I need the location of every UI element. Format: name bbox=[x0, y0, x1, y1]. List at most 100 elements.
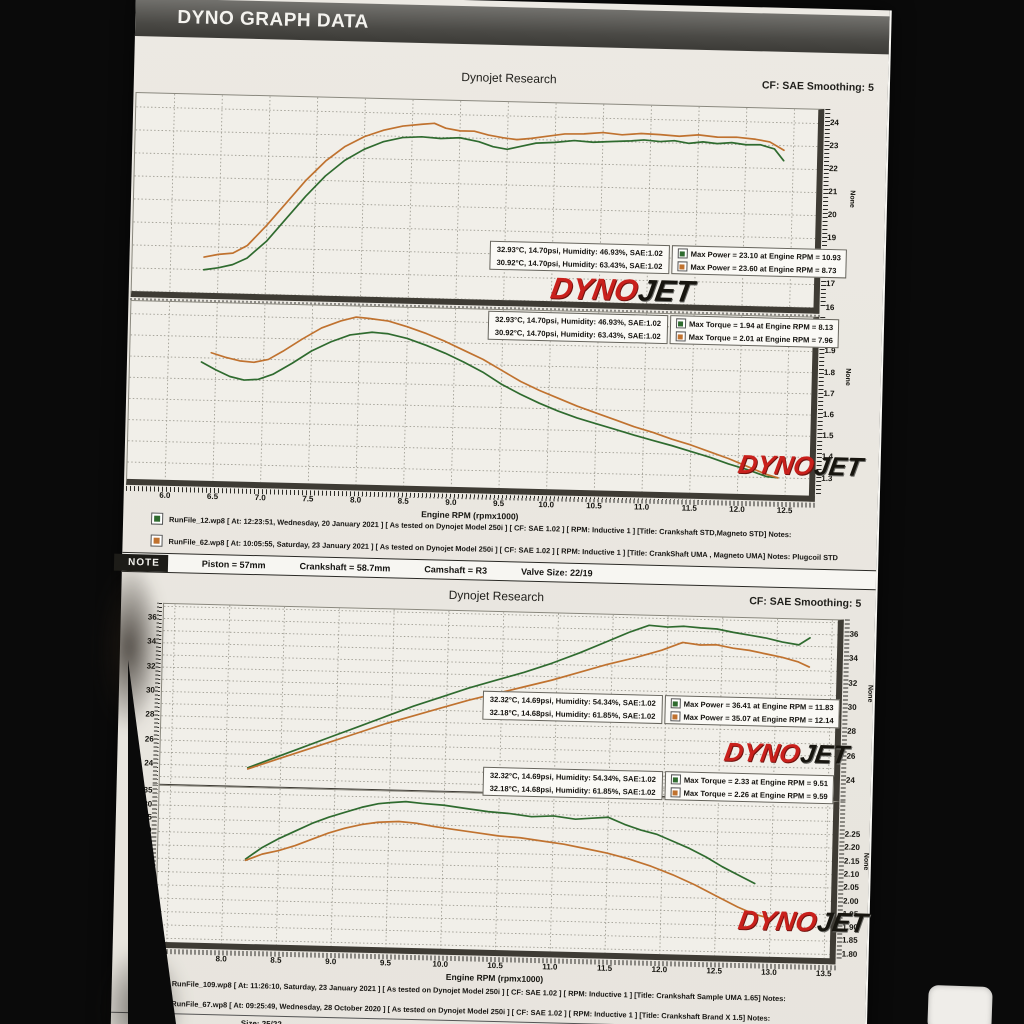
axis-tick: 13.0 bbox=[761, 967, 777, 977]
torque-chart-run1: None 32.93°C, 14.70psi, Humidity: 46.93%… bbox=[125, 299, 880, 550]
series-swatch-icon bbox=[670, 711, 681, 722]
conditions-box: 32.93°C, 14.70psi, Humidity: 46.93%, SAE… bbox=[487, 310, 669, 345]
condition-row: 32.93°C, 14.70psi, Humidity: 46.93%, SAE… bbox=[495, 314, 662, 328]
conditions-box: 32.32°C, 14.69psi, Humidity: 54.34%, SAE… bbox=[482, 690, 663, 725]
series-swatch-icon bbox=[677, 261, 688, 272]
axis-tick: 8.0 bbox=[215, 954, 227, 964]
axis-tick: 2.20 bbox=[844, 842, 860, 853]
axis-tick: 1.7 bbox=[823, 388, 835, 398]
axis-tick: 28 bbox=[847, 726, 857, 737]
axis-tick: 10.5 bbox=[586, 501, 602, 511]
axis-tick: 9.0 bbox=[325, 956, 337, 967]
axis-tick: 6.5 bbox=[206, 491, 219, 502]
axis-tick: 24 bbox=[829, 118, 840, 128]
axis-tick: 11.5 bbox=[681, 503, 697, 513]
axis-tick: 9.5 bbox=[492, 498, 505, 509]
dynojet-logo: DYNOJET bbox=[548, 272, 697, 309]
dynojet-logo: DYNOJET bbox=[736, 448, 866, 482]
axis-tick: 7.0 bbox=[254, 493, 266, 503]
power-chart-run1: None 32.93°C, 14.70psi, Humidity: 46.93%… bbox=[130, 92, 885, 322]
series-swatch-icon bbox=[670, 787, 681, 798]
dynojet-logo: DYNOJET bbox=[736, 905, 871, 939]
condition-row: 32.32°C, 14.69psi, Humidity: 54.34%, SAE… bbox=[489, 770, 657, 784]
axis-tick: 10.0 bbox=[538, 499, 555, 510]
series-swatch-icon bbox=[675, 331, 686, 342]
condition-row: 30.92°C, 14.70psi, Humidity: 63.43%, SAE… bbox=[494, 327, 661, 341]
axis-tick: 1.6 bbox=[822, 409, 835, 420]
axis-tick: 11.5 bbox=[596, 963, 613, 973]
axis-tick: 19 bbox=[827, 233, 837, 243]
page-title: DYNO GRAPH DATA bbox=[177, 7, 370, 33]
note-item: Piston = 57mm bbox=[201, 558, 266, 571]
max-power-row: Max Power = 23.60 at Engine RPM = 8.73 bbox=[677, 261, 840, 275]
axis-tick: 12.5 bbox=[706, 966, 723, 976]
dynojet-logo: DYNOJET bbox=[722, 736, 852, 770]
y-axis-name: None bbox=[843, 368, 852, 386]
axis-tick: 13.5 bbox=[815, 968, 832, 979]
y-axis-name: None bbox=[862, 852, 870, 871]
axis-tick: 2.10 bbox=[843, 869, 860, 879]
y-axis-name: None bbox=[848, 190, 856, 208]
max-values-box: Max Power = 23.10 at Engine RPM = 10.93 … bbox=[671, 245, 848, 279]
axis-tick: 9.5 bbox=[379, 958, 392, 968]
series-swatch-icon bbox=[677, 248, 688, 259]
axis-tick: 10.5 bbox=[487, 960, 503, 971]
axis-tick: 8.5 bbox=[270, 955, 282, 965]
axis-tick: 1.8 bbox=[823, 367, 836, 377]
note-item: Crankshaft = 58.7mm bbox=[299, 561, 391, 574]
max-power-row: Max Power = 35.07 at Engine RPM = 12.14 bbox=[670, 711, 834, 725]
axis-tick: 22 bbox=[828, 164, 838, 174]
axis-tick: 2.15 bbox=[843, 856, 860, 866]
axis-tick: 12.0 bbox=[729, 504, 745, 515]
conditions-box: 32.32°C, 14.69psi, Humidity: 54.34%, SAE… bbox=[482, 766, 664, 801]
max-torque-row: Max Torque = 2.33 at Engine RPM = 9.51 bbox=[670, 774, 828, 788]
page-header-bar: DYNO GRAPH DATA bbox=[134, 0, 890, 55]
axis-tick: 32 bbox=[848, 678, 858, 688]
plot-area bbox=[154, 784, 840, 965]
max-values-box: Max Power = 36.41 at Engine RPM = 11.83 … bbox=[664, 695, 841, 729]
max-power-row: Max Power = 36.41 at Engine RPM = 11.83 bbox=[670, 698, 834, 712]
section1-smoothing: CF: SAE Smoothing: 5 bbox=[761, 79, 875, 95]
axis-tick: 36 bbox=[849, 629, 859, 639]
axis-tick: 12.0 bbox=[651, 964, 668, 975]
white-object bbox=[927, 984, 993, 1024]
power-chart-run2: None 32.32°C, 14.69psi, Humidity: 54.34%… bbox=[118, 602, 874, 813]
note-item: Camshaft = R3 bbox=[424, 564, 488, 576]
axis-tick: 16 bbox=[825, 302, 835, 312]
y-axis-name: None bbox=[866, 684, 874, 703]
axis-tick: 2.25 bbox=[844, 829, 861, 839]
axis-tick: 7.5 bbox=[302, 494, 314, 504]
max-torque-row: Max Torque = 2.26 at Engine RPM = 9.59 bbox=[670, 787, 828, 801]
condition-row: 32.93°C, 14.70psi, Humidity: 46.93%, SAE… bbox=[496, 244, 663, 258]
condition-row: 32.18°C, 14.68psi, Humidity: 61.85%, SAE… bbox=[489, 707, 656, 721]
axis-tick: 6.0 bbox=[159, 490, 171, 500]
axis-tick: 1.5 bbox=[822, 431, 834, 441]
axis-tick: 11.0 bbox=[633, 502, 650, 512]
axis-tick: 8.5 bbox=[397, 496, 409, 506]
condition-row: 32.32°C, 14.69psi, Humidity: 54.34%, SAE… bbox=[489, 694, 656, 708]
plot-area bbox=[130, 92, 825, 314]
max-power-row: Max Power = 23.10 at Engine RPM = 10.93 bbox=[677, 248, 841, 262]
note-item: Valve Size: 22/19 bbox=[520, 566, 593, 579]
max-torque-row: Max Torque = 2.01 at Engine RPM = 7.96 bbox=[675, 331, 833, 345]
axis-tick: 9.0 bbox=[445, 497, 457, 507]
axis-tick: 2.05 bbox=[843, 882, 860, 893]
axis-tick: 1.80 bbox=[841, 949, 858, 959]
condition-row: 32.18°C, 14.68psi, Humidity: 61.85%, SAE… bbox=[489, 783, 656, 797]
condition-row: 30.92°C, 14.70psi, Humidity: 63.43%, SAE… bbox=[496, 257, 663, 271]
axis-tick: 30 bbox=[847, 702, 857, 712]
axis-tick: 24 bbox=[845, 775, 855, 785]
axis-tick: 20 bbox=[827, 210, 837, 220]
max-torque-row: Max Torque = 1.94 at Engine RPM = 8.13 bbox=[675, 318, 833, 332]
axis-tick: 17 bbox=[825, 279, 836, 289]
axis-tick: 23 bbox=[829, 141, 839, 151]
series-swatch-icon bbox=[675, 318, 687, 329]
dyno-printout-page: DYNO GRAPH DATA Dynojet Research CF: SAE… bbox=[79, 0, 991, 1024]
conditions-box: 32.93°C, 14.70psi, Humidity: 46.93%, SAE… bbox=[489, 240, 670, 275]
axis-tick: 21 bbox=[828, 187, 838, 197]
axis-tick: 8.0 bbox=[349, 495, 362, 505]
series-swatch-icon bbox=[670, 698, 681, 709]
axis-tick: 34 bbox=[848, 654, 858, 664]
series-swatch-icon bbox=[670, 774, 682, 785]
